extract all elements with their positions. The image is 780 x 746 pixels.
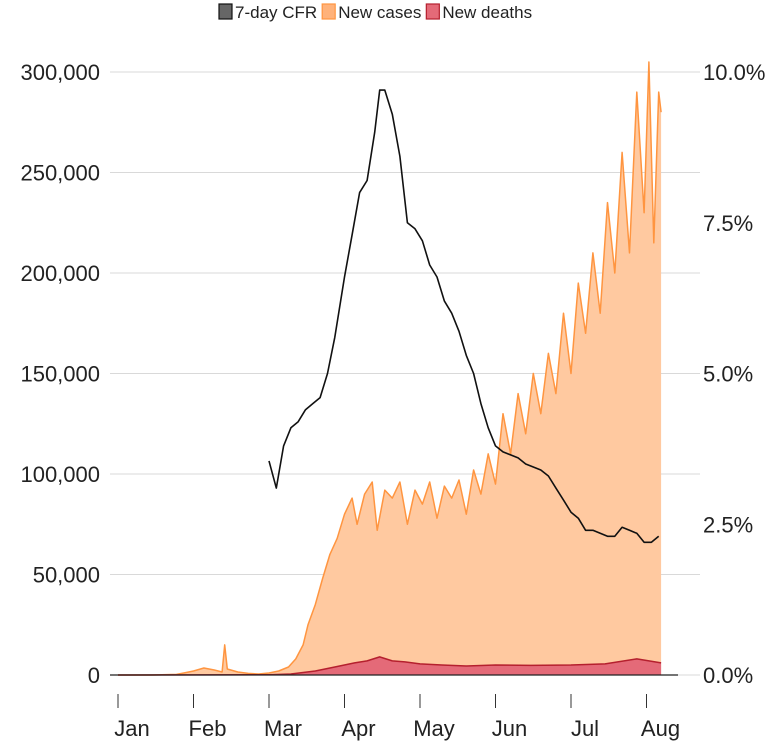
y-tick-label: 150,000 (20, 362, 100, 387)
x-tick-label: Apr (341, 716, 375, 741)
y2-tick-label: 7.5% (703, 211, 753, 236)
y-axis-left: 0 50,000 100,000 150,000 200,000 250,000 300,0… (20, 60, 100, 688)
cfr-line (268, 89, 660, 544)
y-tick-label: 300,000 (20, 60, 100, 85)
new-cases-area (118, 62, 662, 675)
legend-swatch (425, 3, 440, 20)
x-tick-label: Aug (641, 716, 680, 741)
legend-label: 7-day CFR (235, 3, 317, 22)
x-axis: Jan Feb Mar Apr May Jun Jul Aug (110, 674, 680, 741)
y-axis-right: 0.0% 2.5% 5.0% 7.5% 10.0% (703, 60, 765, 688)
legend-label: New cases (338, 3, 421, 22)
x-tick-label: Jan (114, 716, 149, 741)
gridlines (110, 71, 700, 676)
y-tick-label: 50,000 (33, 563, 100, 588)
x-tick-label: Feb (189, 716, 227, 741)
new-deaths-area (118, 656, 662, 675)
x-tick-label: Jun (492, 716, 527, 741)
y2-tick-label: 5.0% (703, 362, 753, 387)
new-cases-line (118, 61, 662, 676)
y2-tick-label: 2.5% (703, 512, 753, 537)
new-cases-series (118, 61, 662, 676)
x-tick-label: Mar (264, 716, 302, 741)
x-tick-label: May (413, 716, 455, 741)
y-tick-label: 250,000 (20, 161, 100, 186)
y-tick-label: 200,000 (20, 261, 100, 286)
legend-label: New deaths (442, 3, 532, 22)
y2-tick-label: 0.0% (703, 663, 753, 688)
y-tick-label: 100,000 (20, 462, 100, 487)
legend-swatch (321, 3, 336, 20)
x-tick-label: Jul (571, 716, 599, 741)
y2-tick-label: 10.0% (703, 60, 765, 85)
new-deaths-series (117, 656, 662, 676)
new-deaths-line (117, 656, 662, 676)
y-tick-label: 0 (88, 663, 100, 688)
legend: 7-day CFR New cases New deaths (218, 3, 532, 22)
legend-swatch (218, 3, 233, 20)
cfr-series (268, 89, 660, 544)
